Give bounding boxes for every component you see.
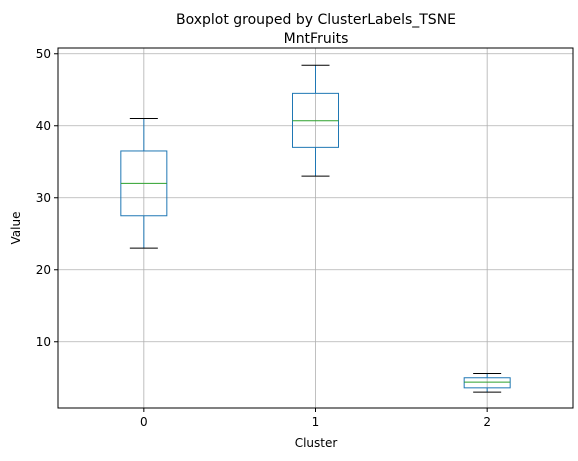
axis-ticks: 0 1 2 10 20 30 40 50	[36, 47, 491, 429]
x-tick-label: 2	[483, 415, 491, 429]
y-tick-label: 40	[36, 119, 51, 133]
y-tick-label: 20	[36, 263, 51, 277]
chart-suptitle: Boxplot grouped by ClusterLabels_TSNE	[176, 12, 456, 28]
chart-title: MntFruits	[284, 31, 349, 47]
y-axis-label: Value	[9, 212, 23, 245]
box-iqr	[463, 377, 511, 389]
y-tick-label: 30	[36, 191, 51, 205]
x-axis-label: Cluster	[295, 436, 338, 450]
y-tick-label: 10	[36, 335, 51, 349]
y-tick-label: 50	[36, 47, 51, 61]
x-tick-label: 1	[312, 415, 320, 429]
x-tick-label: 0	[140, 415, 148, 429]
grid-lines	[58, 48, 573, 408]
box-series	[120, 64, 511, 393]
